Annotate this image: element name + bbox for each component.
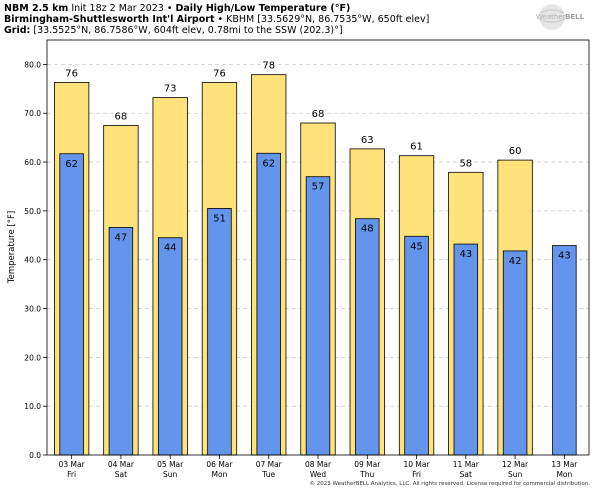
separator: •	[166, 3, 173, 14]
x-tick-date: 06 Mar	[206, 460, 233, 469]
copyright-notice: © 2023 WeatherBELL Analytics, LLC. All r…	[309, 481, 590, 487]
low-temp-bar	[404, 235, 429, 456]
bars	[53, 74, 577, 456]
y-axis-label: Temperature [°F]	[7, 211, 17, 284]
x-tick-day: Mon	[556, 470, 572, 479]
high-temp-label: 68	[115, 111, 128, 122]
header-station-line: Birmingham-Shuttlesworth Int'l Airport •…	[4, 14, 429, 26]
header-grid-line: Grid: [33.5525°N, 86.7586°W, 604ft elev,…	[4, 25, 343, 37]
low-temp-bar	[207, 208, 232, 456]
high-temp-label: 76	[65, 68, 78, 79]
low-temp-bar	[552, 245, 577, 456]
y-tick-label: 80.0	[24, 60, 41, 69]
high-temp-label: 76	[213, 68, 226, 79]
weatherbell-logo: Weather BELL	[536, 4, 585, 30]
low-temp-bar	[502, 250, 528, 456]
grid-label: Grid:	[4, 25, 31, 36]
low-temp-label: 47	[115, 232, 128, 243]
x-tick-day: Fri	[412, 470, 421, 479]
x-tick-date: 08 Mar	[305, 460, 332, 469]
high-temp-label: 78	[262, 61, 275, 72]
y-tick-label: 50.0	[24, 207, 41, 216]
high-temp-label: 58	[459, 158, 472, 169]
x-tick-date: 11 Mar	[453, 460, 480, 469]
low-temp-label: 43	[459, 249, 472, 260]
low-temp-label: 62	[262, 158, 275, 169]
low-temp-bar	[453, 243, 479, 456]
y-tick-label: 10.0	[24, 402, 41, 411]
x-tick-day: Thu	[359, 470, 374, 479]
x-tick-date: 12 Mar	[502, 460, 529, 469]
high-temp-label: 68	[312, 109, 325, 120]
x-tick-day: Sat	[115, 470, 127, 479]
high-temp-label: 73	[164, 84, 177, 95]
x-tick-date: 13 Mar	[551, 460, 578, 469]
x-tick-day: Mon	[212, 470, 228, 479]
low-temp-bar	[59, 153, 84, 456]
model-name: NBM 2.5 km	[4, 3, 69, 14]
x-tick-date: 07 Mar	[256, 460, 283, 469]
station-info: KBHM [33.5629°N, 86.7535°W, 650ft elev]	[226, 14, 430, 25]
x-tick-date: 03 Mar	[59, 460, 86, 469]
low-temp-label: 44	[164, 243, 177, 254]
plot-frame	[46, 39, 590, 456]
x-tick-day: Wed	[310, 470, 327, 479]
low-temp-label: 62	[65, 159, 78, 170]
x-tick-day: Sat	[460, 470, 472, 479]
axes: 0.0 10.0 20.0 30.0 40.0 50.0 60.0 70.0 80.0 03 Ma…	[24, 39, 590, 479]
low-temp-bar	[108, 227, 134, 456]
low-temp-bar	[256, 152, 281, 456]
data-labels: 76 62 68 47 73 44 76 51 78 62 68 57 63 48 61 45 58 43 60 42…	[65, 61, 570, 267]
logo-text-weather: Weather	[536, 13, 566, 21]
x-tick-day: Sun	[508, 470, 523, 479]
y-tick-label: 30.0	[24, 305, 41, 314]
high-temp-label: 63	[361, 135, 374, 146]
y-tick-label: 70.0	[24, 109, 41, 118]
y-tick-label: 20.0	[24, 353, 41, 362]
y-tick-label: 0.0	[29, 451, 41, 460]
low-temp-label: 42	[509, 256, 522, 267]
logo-text-bell: BELL	[565, 13, 585, 21]
header-title-line: NBM 2.5 km Init 18z 2 Mar 2023 • Daily H…	[4, 3, 350, 15]
product-title: Daily High/Low Temperature (°F)	[175, 3, 351, 14]
x-tick-date: 05 Mar	[157, 460, 184, 469]
separator: •	[217, 14, 224, 25]
low-temp-label: 43	[558, 251, 571, 262]
station-name: Birmingham-Shuttlesworth Int'l Airport	[4, 14, 215, 25]
grid-info: [33.5525°N, 86.7586°W, 604ft elev, 0.78m…	[33, 25, 343, 36]
x-tick-date: 09 Mar	[354, 460, 381, 469]
low-temp-bar	[305, 176, 331, 456]
low-temp-bar	[355, 218, 380, 456]
x-tick-day: Sun	[163, 470, 178, 479]
init-time: Init 18z 2 Mar 2023	[71, 3, 164, 14]
y-tick-label: 40.0	[24, 256, 41, 265]
low-temp-label: 51	[213, 213, 226, 224]
x-tick-day: Fri	[67, 470, 76, 479]
x-tick-date: 04 Mar	[108, 460, 135, 469]
high-temp-label: 60	[509, 146, 522, 157]
low-temp-label: 48	[361, 224, 374, 235]
low-temp-bar	[157, 237, 183, 456]
low-temp-label: 57	[312, 182, 325, 193]
high-temp-label: 61	[410, 142, 423, 153]
low-temp-label: 45	[410, 241, 423, 252]
x-tick-date: 10 Mar	[404, 460, 431, 469]
y-tick-label: 60.0	[24, 158, 41, 167]
x-tick-day: Tue	[261, 470, 275, 479]
